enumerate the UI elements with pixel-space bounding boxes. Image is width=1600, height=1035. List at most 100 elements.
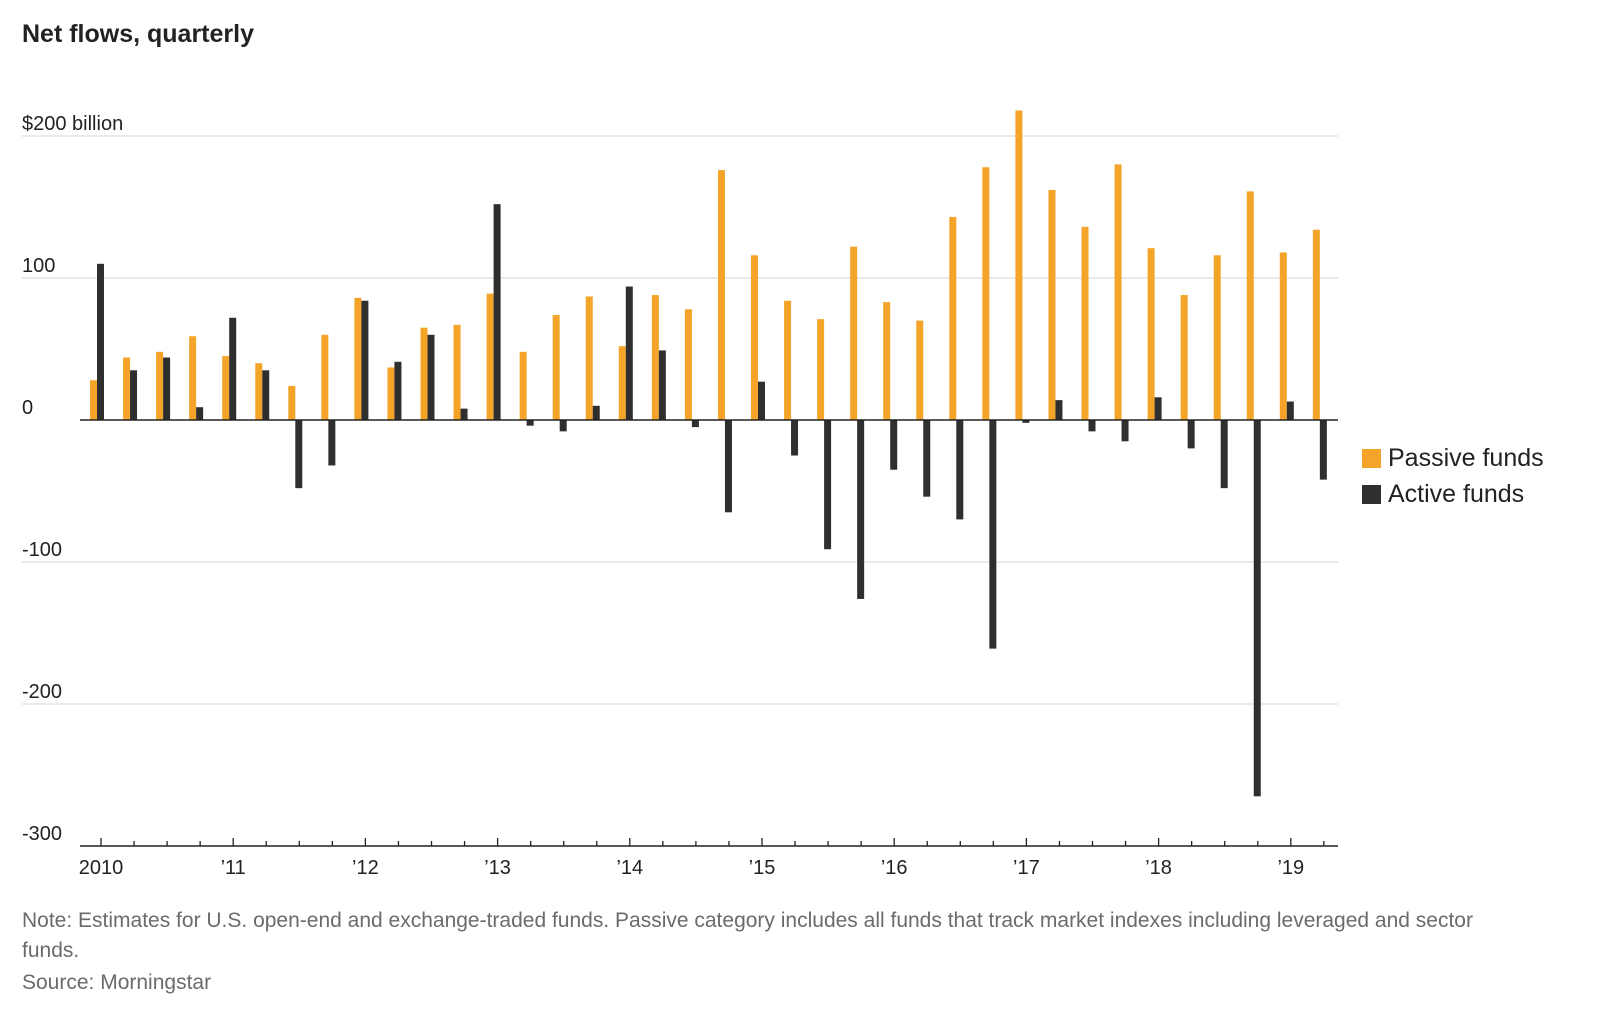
bar-passive-2016-q3 <box>949 216 957 420</box>
bar-active-2010-q2 <box>130 370 138 420</box>
bar-active-2015-q1 <box>758 381 765 420</box>
bar-active-2014-q2 <box>658 350 666 420</box>
bar-active-2012-q4 <box>460 408 468 420</box>
bar-active-2017-q1 <box>1022 420 1030 423</box>
bar-active-2011-q3 <box>295 420 303 489</box>
x-tick-label: ’11 <box>221 857 246 879</box>
x-tick-label: ’13 <box>484 857 511 879</box>
bar-active-2018-q2 <box>1187 420 1195 449</box>
bar-passive-2011-q2 <box>255 363 263 420</box>
bar-passive-2010-q2 <box>123 357 131 420</box>
bar-active-2013-q1 <box>493 204 501 420</box>
chart-note: Note: Estimates for U.S. open-end and ex… <box>22 909 1473 962</box>
legend-item-active: Active funds <box>1362 476 1544 512</box>
bar-active-2017-q3 <box>1088 420 1096 432</box>
legend-swatch-passive <box>1362 448 1381 468</box>
bar-active-2012-q2 <box>394 361 402 420</box>
x-tick-label: ’14 <box>616 857 643 879</box>
gridlines <box>22 135 1338 705</box>
bar-passive-2010-q1 <box>90 380 97 420</box>
bar-active-2013-q4 <box>592 405 600 420</box>
x-axis: 2010 ’11 ’12 ’13 ’14 ’15 ’16 ’17 ’18 ’19 <box>79 838 1338 879</box>
bar-passive-2015-q3 <box>817 319 825 420</box>
bar-passive-2010-q4 <box>189 336 197 420</box>
bar-active-2014-q4 <box>724 420 732 513</box>
bar-passive-2013-q3 <box>552 314 560 420</box>
bar-passive-2014-q4 <box>717 170 725 420</box>
bar-passive-2017-q2 <box>1048 189 1056 420</box>
bar-passive-2015-q1 <box>751 255 758 420</box>
legend-label-active: Active funds <box>1388 479 1525 508</box>
bar-passive-2018-q1 <box>1147 248 1155 420</box>
bar-active-2010-q4 <box>196 407 204 420</box>
bar-passive-2016-q1 <box>883 302 891 420</box>
bar-passive-2011-q1 <box>222 356 230 420</box>
x-tick-label: ’15 <box>749 857 776 879</box>
bar-active-2018-q4 <box>1253 420 1261 797</box>
bar-active-2019-q1 <box>1286 401 1294 420</box>
bar-active-2016-q3 <box>956 420 964 520</box>
x-tick-label: ’18 <box>1145 857 1172 879</box>
bar-passive-2017-q1 <box>1015 110 1023 420</box>
bar-active-2012-q3 <box>427 334 435 420</box>
legend-label-passive: Passive funds <box>1388 443 1544 472</box>
legend: Passive funds Active funds <box>1362 440 1544 512</box>
bar-passive-2011-q4 <box>321 334 329 420</box>
x-tick-label: ’16 <box>881 857 908 879</box>
bar-passive-2011-q3 <box>288 385 296 420</box>
bar-passive-2012-q2 <box>387 367 395 420</box>
bar-active-2015-q3 <box>824 420 832 550</box>
bar-active-2010-q3 <box>163 357 171 420</box>
y-axis-labels: $200 billion 100 0 -100 -200 -300 <box>22 113 123 845</box>
bar-passive-2012-q3 <box>420 327 428 420</box>
bar-passive-2013-q4 <box>585 296 593 420</box>
y-tick-label: -100 <box>22 539 62 561</box>
bar-active-2011-q2 <box>262 370 270 420</box>
bar-passive-2014-q1 <box>618 346 626 420</box>
bar-passive-2016-q2 <box>916 320 924 420</box>
bar-passive-2018-q2 <box>1180 295 1188 420</box>
bar-active-2013-q3 <box>559 420 567 432</box>
y-tick-label: -200 <box>22 681 62 703</box>
bar-active-2016-q1 <box>890 420 898 470</box>
bar-active-2012-q1 <box>361 300 369 420</box>
bar-passive-2014-q3 <box>684 309 692 420</box>
bar-active-2019-q2 <box>1319 420 1327 480</box>
bar-active-2017-q4 <box>1121 420 1129 442</box>
bar-passive-2010-q3 <box>156 351 164 420</box>
y-tick-label: 100 <box>22 255 55 277</box>
x-tick-label: ’12 <box>352 857 379 879</box>
legend-item-passive: Passive funds <box>1362 440 1544 476</box>
bar-passive-2013-q1 <box>486 293 494 420</box>
y-tick-label: -300 <box>22 823 62 845</box>
bar-active-2016-q4 <box>989 420 997 649</box>
x-tick-label: ’17 <box>1013 857 1040 879</box>
bar-passive-2017-q4 <box>1114 164 1122 420</box>
bar-passive-2018-q4 <box>1246 191 1254 420</box>
bar-passive-2013-q2 <box>519 351 527 420</box>
bar-passive-2019-q2 <box>1312 229 1320 420</box>
bar-passive-2015-q2 <box>784 300 792 420</box>
bar-active-2011-q1 <box>229 317 237 420</box>
bar-active-2010-q1 <box>97 263 104 420</box>
legend-swatch-active <box>1362 484 1381 504</box>
bar-active-2013-q2 <box>526 420 534 426</box>
x-tick-label: 2010 <box>79 857 124 879</box>
bar-passive-2018-q3 <box>1213 255 1221 420</box>
bar-active-2015-q4 <box>857 420 865 599</box>
bars <box>90 110 1327 797</box>
bar-passive-2016-q4 <box>982 167 990 420</box>
chart-source: Source: Morningstar <box>22 971 212 994</box>
bar-passive-2017-q3 <box>1081 226 1089 420</box>
y-tick-label: $200 billion <box>22 113 123 135</box>
bar-active-2015-q2 <box>791 420 799 456</box>
x-tick-label: ’19 <box>1277 857 1304 879</box>
bar-passive-2012-q1 <box>354 297 362 420</box>
bar-chart: $200 billion 100 0 -100 -200 -300 2010 ’11 ’12 ’… <box>22 110 1338 879</box>
bar-active-2016-q2 <box>923 420 931 497</box>
bar-passive-2019-q1 <box>1279 252 1287 420</box>
bar-active-2018-q3 <box>1220 420 1228 489</box>
bar-passive-2015-q4 <box>850 246 858 420</box>
bar-active-2017-q2 <box>1055 400 1063 420</box>
chart-title: Net flows, quarterly <box>22 20 254 48</box>
